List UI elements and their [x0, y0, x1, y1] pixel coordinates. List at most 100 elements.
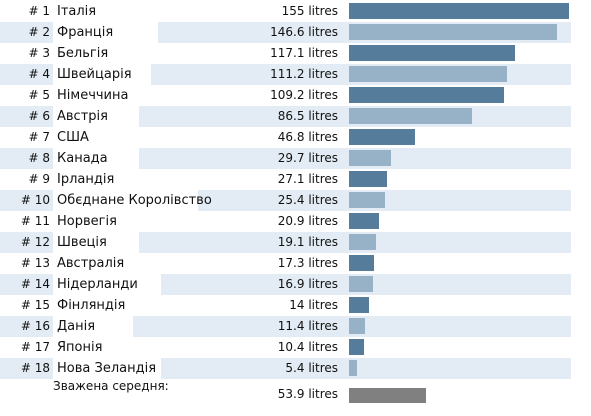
rank-label: # 12 [20, 235, 50, 249]
table-row: # 9 Ірландія 27.1 litres [0, 169, 591, 190]
value-label: 155 litres [281, 4, 338, 18]
country-label: Фінляндія [57, 298, 126, 313]
table-row: # 2 Франція 146.6 litres [0, 22, 591, 43]
table-row: # 13 Австралія 17.3 litres [0, 253, 591, 274]
row-stripe [0, 232, 571, 253]
value-label: 29.7 litres [277, 151, 338, 165]
country-label: Швеція [57, 235, 107, 250]
country-label: США [57, 130, 89, 145]
table-row: # 14 Нідерланди 16.9 litres [0, 274, 591, 295]
row-label-box [53, 22, 158, 43]
bar [349, 234, 376, 250]
table-row: # 12 Швеція 19.1 litres [0, 232, 591, 253]
value-label: 46.8 litres [277, 130, 338, 144]
country-label: Норвегія [57, 214, 117, 229]
country-label: Німеччина [57, 88, 129, 103]
table-row: # 17 Японія 10.4 litres [0, 337, 591, 358]
rank-label: # 14 [20, 277, 50, 291]
table-row: # 6 Австрія 86.5 litres [0, 106, 591, 127]
country-label: Австралія [57, 256, 125, 271]
value-label: 109.2 litres [270, 88, 338, 102]
value-label: 16.9 litres [277, 277, 338, 291]
bar [349, 255, 374, 271]
country-label: Франція [57, 25, 114, 40]
table-row: # 18 Нова Зеландія 5.4 litres [0, 358, 591, 379]
bar [349, 108, 472, 124]
country-label: Ірландія [57, 172, 115, 187]
row-label-box [53, 274, 161, 295]
rank-label: # 16 [20, 319, 50, 333]
bar [349, 45, 515, 61]
value-label: 5.4 litres [285, 361, 338, 375]
country-label: Швейцарія [57, 67, 132, 82]
value-label: 14 litres [289, 298, 338, 312]
row-label-box [53, 64, 151, 85]
value-label: 111.2 litres [270, 67, 338, 81]
table-row: # 1 Італія 155 litres [0, 1, 591, 22]
bar [349, 276, 373, 292]
table-row: # 5 Німеччина 109.2 litres [0, 85, 591, 106]
rank-label: # 17 [20, 340, 50, 354]
table-row: # 8 Канада 29.7 litres [0, 148, 591, 169]
rank-label: # 13 [20, 256, 50, 270]
value-label: 25.4 litres [277, 193, 338, 207]
row-stripe [0, 316, 571, 337]
row-label-box [53, 316, 133, 337]
value-label: 17.3 litres [277, 256, 338, 270]
table-row: # 11 Норвегія 20.9 litres [0, 211, 591, 232]
country-label: Канада [57, 151, 108, 166]
value-label: 86.5 litres [277, 109, 338, 123]
bar [349, 339, 364, 355]
table-row: # 7 США 46.8 litres [0, 127, 591, 148]
table-row: # 4 Швейцарія 111.2 litres [0, 64, 591, 85]
value-label: 19.1 litres [277, 235, 338, 249]
table-row: # 16 Данія 11.4 litres [0, 316, 591, 337]
bar [349, 66, 507, 82]
rank-label: # 8 [28, 151, 50, 165]
bar [349, 297, 369, 313]
value-label: 27.1 litres [277, 172, 338, 186]
country-label: Обєднане Королівство [57, 193, 212, 208]
value-label: 20.9 litres [277, 214, 338, 228]
rank-label: # 4 [28, 67, 50, 81]
country-label: Нідерланди [57, 277, 138, 292]
rank-label: # 11 [20, 214, 50, 228]
table-row: # 15 Фінляндія 14 litres [0, 295, 591, 316]
bar [349, 213, 379, 229]
rank-label: # 5 [28, 88, 50, 102]
country-label: Нова Зеландія [57, 361, 157, 376]
country-label: Бельгія [57, 46, 109, 61]
row-label-box [53, 358, 161, 379]
rank-label: # 15 [20, 298, 50, 312]
row-stripe [0, 148, 571, 169]
bar [349, 360, 357, 376]
country-label: Японія [57, 340, 103, 355]
rank-label: # 6 [28, 109, 50, 123]
row-label-box [53, 148, 139, 169]
country-label: Італія [57, 4, 97, 19]
country-label: Данія [57, 319, 96, 334]
table-row: # 3 Бельгія 117.1 litres [0, 43, 591, 64]
rank-label: # 10 [20, 193, 50, 207]
bar [349, 150, 391, 166]
weighted-average-value: 53.9 litres [277, 387, 338, 401]
bar [349, 24, 557, 40]
rank-label: # 18 [20, 361, 50, 375]
country-label: Австрія [57, 109, 108, 124]
weighted-average-label: Зважена середня: [53, 379, 169, 393]
bar [349, 171, 387, 187]
bar [349, 87, 504, 103]
row-label-box [53, 232, 139, 253]
bar [349, 129, 415, 145]
bar [349, 318, 365, 334]
row-label-box [53, 106, 139, 127]
weighted-average-bar [349, 388, 426, 403]
rank-label: # 3 [28, 46, 50, 60]
row-label-box [53, 190, 198, 211]
rank-label: # 2 [28, 25, 50, 39]
rank-label: # 1 [28, 4, 50, 18]
table-row: # 10 Обєднане Королівство 25.4 litres [0, 190, 591, 211]
bar [349, 192, 385, 208]
rank-label: # 7 [28, 130, 50, 144]
